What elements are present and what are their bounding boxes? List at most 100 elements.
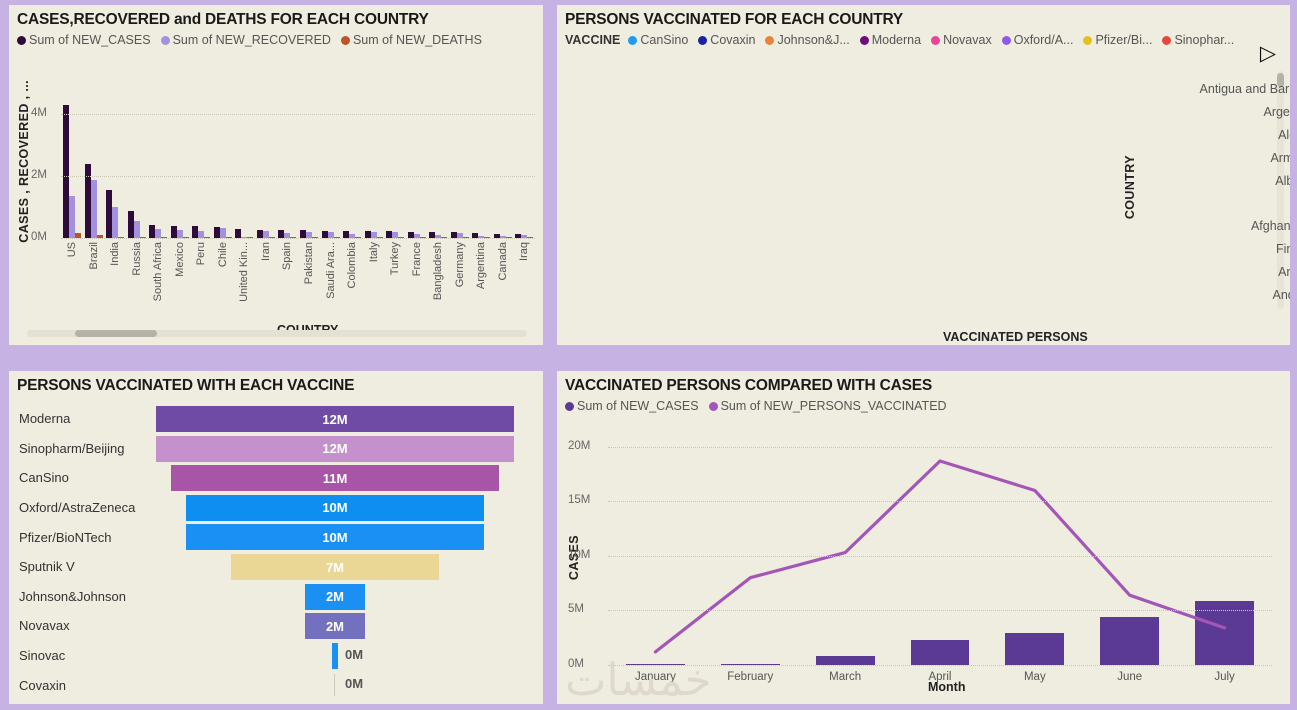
vaccine-bar[interactable]: 10M — [186, 494, 484, 521]
bar-group[interactable] — [235, 83, 254, 238]
bar-group[interactable] — [84, 83, 103, 238]
bar-cases[interactable] — [106, 189, 113, 238]
bar-recov[interactable] — [392, 232, 399, 238]
vaccine-row[interactable]: Sinopharm/Beijing 12M — [9, 434, 543, 464]
bar-group[interactable] — [170, 83, 189, 238]
bar-death[interactable] — [419, 237, 426, 238]
bar-cases[interactable] — [278, 229, 285, 238]
month-bar[interactable] — [815, 656, 875, 665]
vaccine-bar[interactable]: 7M — [230, 554, 440, 580]
bar-cases[interactable] — [192, 226, 199, 238]
bar-group[interactable] — [429, 83, 448, 238]
bar-death[interactable] — [96, 235, 103, 238]
bar-death[interactable] — [527, 237, 534, 238]
vaccine-bar[interactable]: 12M — [156, 406, 514, 432]
bar-death[interactable] — [398, 237, 405, 238]
bar-group[interactable] — [278, 83, 297, 238]
bar-death[interactable] — [441, 237, 448, 238]
vacc-legend-item[interactable]: Moderna — [859, 33, 921, 47]
month-bar[interactable] — [1005, 632, 1065, 665]
bar-cases[interactable] — [321, 230, 328, 238]
bar-death[interactable] — [118, 236, 125, 238]
bar-cases[interactable] — [343, 230, 350, 238]
bar-death[interactable] — [225, 237, 232, 238]
vacc-legend-item[interactable]: Oxford/A... — [1001, 33, 1073, 47]
bar-recov[interactable] — [112, 207, 119, 238]
bar-cases[interactable] — [149, 224, 156, 238]
panel-cases-legend[interactable]: Sum of NEW_CASES Sum of NEW_RECOVERED Sum … — [9, 29, 543, 47]
compare-legend-item[interactable]: Sum of NEW_PERSONS_VACCINATED — [708, 399, 947, 413]
bar-death[interactable] — [505, 237, 512, 238]
bar-group[interactable] — [192, 83, 211, 238]
compare-legend-item[interactable]: Sum of NEW_CASES — [565, 399, 699, 413]
bar-group[interactable] — [256, 83, 275, 238]
bar-recov[interactable] — [90, 180, 97, 238]
bar-recov[interactable] — [155, 229, 162, 238]
vacc-legend-item[interactable]: Sinophar... — [1162, 33, 1234, 47]
bar-recov[interactable] — [349, 234, 356, 238]
bar-group[interactable] — [364, 83, 383, 238]
vaccine-row[interactable]: Pfizer/BioNTech 10M — [9, 522, 543, 552]
bar-recov[interactable] — [435, 234, 442, 238]
bar-recov[interactable] — [219, 228, 226, 238]
bar-death[interactable] — [484, 237, 491, 238]
scrollbar-thumb[interactable] — [1277, 73, 1284, 87]
bar-recov[interactable] — [499, 236, 506, 238]
panel-persons-vaccinated-by-country[interactable]: PERSONS VACCINATED FOR EACH COUNTRY VACC… — [557, 5, 1290, 345]
vaccine-row[interactable]: Covaxin 0M — [9, 670, 543, 700]
bar-group[interactable] — [386, 83, 405, 238]
bar-group[interactable] — [343, 83, 362, 238]
bar-cases[interactable] — [386, 231, 393, 238]
bar-group[interactable] — [149, 83, 168, 238]
cases-legend-item[interactable]: Sum of NEW_RECOVERED — [160, 33, 331, 47]
bar-death[interactable] — [290, 237, 297, 238]
bar-group[interactable] — [321, 83, 340, 238]
bar-recov[interactable] — [370, 232, 377, 238]
bar-cases[interactable] — [515, 234, 522, 238]
vaccine-row[interactable]: Johnson&Johnson 2M — [9, 582, 543, 612]
bar-group[interactable] — [472, 83, 491, 238]
bar-death[interactable] — [204, 237, 211, 238]
bar-recov[interactable] — [306, 232, 312, 238]
bar-cases[interactable] — [300, 230, 306, 238]
bar-recov[interactable] — [198, 230, 205, 238]
panel-cases-horizontal-scrollbar[interactable] — [27, 330, 527, 337]
bar-group[interactable] — [106, 83, 125, 238]
bar-recov[interactable] — [262, 230, 269, 238]
bar-death[interactable] — [139, 237, 146, 238]
vacc-legend-item[interactable]: Novavax — [931, 33, 992, 47]
bar-death[interactable] — [333, 237, 340, 238]
panel-cases-recovered-deaths[interactable]: CASES,RECOVERED and DEATHS FOR EACH COUN… — [9, 5, 543, 345]
vaccine-row[interactable]: Sputnik V 7M — [9, 552, 543, 582]
bar-death[interactable] — [355, 237, 362, 238]
bar-recov[interactable] — [176, 229, 183, 238]
bar-group[interactable] — [63, 83, 81, 238]
bar-recov[interactable] — [413, 234, 420, 238]
bar-death[interactable] — [247, 236, 254, 238]
bar-group[interactable] — [213, 83, 232, 238]
bar-cases[interactable] — [472, 232, 479, 238]
vaccine-bar[interactable] — [334, 674, 336, 697]
bar-cases[interactable] — [213, 227, 220, 238]
scrollbar-thumb[interactable] — [75, 330, 157, 337]
panel-persons-vaccinated-each-vaccine[interactable]: PERSONS VACCINATED WITH EACH VACCINE Mod… — [9, 371, 543, 704]
bar-group[interactable] — [300, 83, 318, 238]
bar-death[interactable] — [312, 237, 318, 238]
bar-cases[interactable] — [493, 233, 500, 238]
bar-group[interactable] — [127, 83, 146, 238]
bar-recov[interactable] — [456, 232, 463, 238]
bar-cases[interactable] — [429, 231, 436, 238]
bar-death[interactable] — [161, 237, 168, 238]
panel-compare-legend[interactable]: Sum of NEW_CASES Sum of NEW_PERSONS_VACCI… — [557, 395, 1290, 413]
vaccine-bar[interactable]: 2M — [305, 583, 365, 610]
bar-death[interactable] — [182, 236, 189, 238]
bar-recov[interactable] — [133, 220, 140, 238]
bar-cases[interactable] — [450, 231, 457, 238]
bar-death[interactable] — [462, 237, 469, 238]
bar-cases[interactable] — [84, 163, 91, 238]
vacc-legend-item[interactable]: Pfizer/Bi... — [1083, 33, 1152, 47]
vaccine-bar[interactable]: 11M — [171, 465, 499, 492]
bar-group[interactable] — [515, 83, 534, 238]
bar-group[interactable] — [493, 83, 512, 238]
vaccine-bar[interactable] — [332, 642, 338, 669]
